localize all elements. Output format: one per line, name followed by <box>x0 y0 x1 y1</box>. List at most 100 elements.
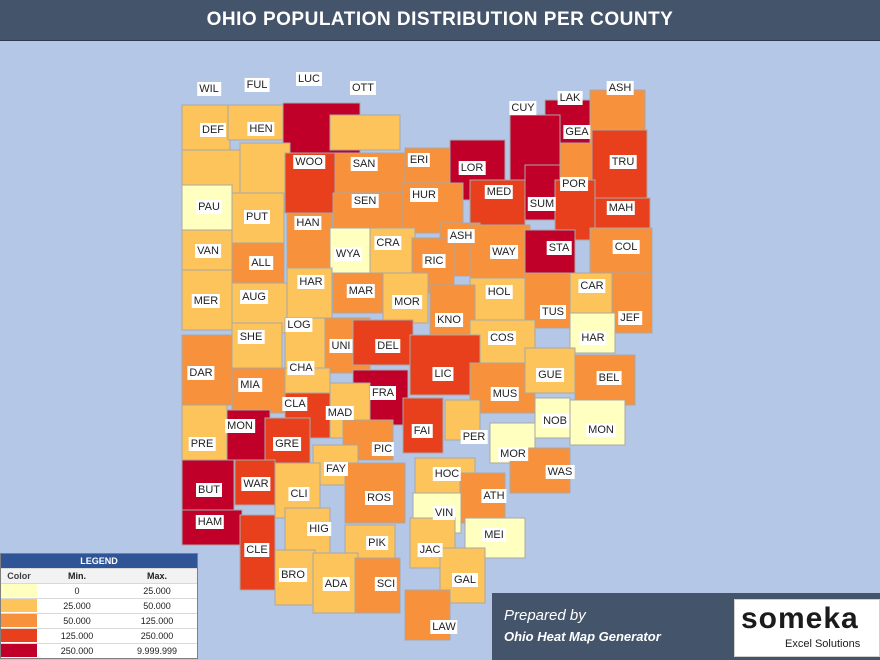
county-label-sen: SEN <box>351 194 379 208</box>
legend-swatch <box>1 629 37 642</box>
county-label-mor: MOR <box>392 295 422 309</box>
county-label-hur: HUR <box>410 188 438 202</box>
legend-row: 0 25.000 <box>1 583 197 598</box>
county-label-hol: HOL <box>485 285 513 299</box>
county-label-sum: SUM <box>527 197 557 211</box>
county-label-por: POR <box>560 177 588 191</box>
county-label-bro: BRO <box>279 568 307 582</box>
county-label-wil: WIL <box>197 82 221 96</box>
county-label-gue: GUE <box>536 368 564 382</box>
county-label-mia: MIA <box>238 378 262 392</box>
legend-max: 125.000 <box>140 616 174 626</box>
county-label-hig: HIG <box>307 522 331 536</box>
logo-text: someka <box>741 602 859 635</box>
legend-min: 25.000 <box>63 601 91 611</box>
county-label-mon: MON <box>225 419 255 433</box>
county-label-ott: OTT <box>350 81 376 95</box>
county-label-mor: MOR <box>498 447 528 461</box>
county-label-har: HAR <box>579 331 607 345</box>
county-label-cos: COS <box>488 331 516 345</box>
legend-swatch <box>1 614 37 627</box>
generator-name: Ohio Heat Map Generator <box>504 629 661 644</box>
county-label-law: LAW <box>430 620 458 634</box>
county-label-ash: ASH <box>447 229 475 243</box>
legend-max: 25.000 <box>143 586 171 596</box>
county-label-def: DEF <box>200 123 226 137</box>
county-label-ada: ADA <box>322 577 350 591</box>
county-label-mah: MAH <box>606 201 636 215</box>
legend-row: 250.000 9.999.999 <box>1 643 197 658</box>
county-label-har: HAR <box>297 275 325 289</box>
county-label-per: PER <box>460 430 488 444</box>
county-label-ath: ATH <box>481 489 507 503</box>
county-label-pre: PRE <box>188 437 216 451</box>
prepared-by-text: Prepared by <box>504 607 586 624</box>
county-label-cuy: CUY <box>509 101 537 115</box>
county-label-woo: WOO <box>293 155 325 169</box>
legend-swatch <box>1 584 37 597</box>
county-label-tru: TRU <box>609 155 637 169</box>
legend: LEGEND Color Min. Max. 0 25.000 25.000 5… <box>0 553 198 659</box>
county-label-cle: CLE <box>244 543 270 557</box>
legend-max: 250.000 <box>140 631 174 641</box>
legend-row: 50.000 125.000 <box>1 613 197 628</box>
county-pre-shape <box>181 404 228 461</box>
legend-row: 25.000 50.000 <box>1 598 197 613</box>
county-label-gal: GAL <box>451 573 479 587</box>
county-label-pik: PIK <box>366 536 388 550</box>
county-label-hoc: HOC <box>432 467 462 481</box>
county-label-ros: ROS <box>365 491 393 505</box>
county-label-bel: BEL <box>596 371 622 385</box>
legend-max: 9.999.999 <box>136 646 178 656</box>
county-label-cla: CLA <box>282 397 308 411</box>
county-label-fra: FRA <box>370 386 396 400</box>
county-label-wya: WYA <box>333 247 363 261</box>
logo-subtext: Excel Solutions <box>785 638 861 650</box>
county-label-all: ALL <box>249 256 273 270</box>
county-label-lak: LAK <box>557 91 583 105</box>
county-label-med: MED <box>484 185 514 199</box>
legend-swatch <box>1 644 37 657</box>
county-ott-shape <box>329 114 401 151</box>
county-label-mus: MUS <box>490 387 520 401</box>
county-label-luc: LUC <box>295 72 323 86</box>
county-label-gea: GEA <box>563 125 591 139</box>
legend-max: 50.000 <box>143 601 171 611</box>
county-label-lic: LIC <box>432 367 454 381</box>
county-label-aug: AUG <box>240 290 268 304</box>
legend-row: 125.000 250.000 <box>1 628 197 643</box>
county-label-mad: MAD <box>325 406 355 420</box>
ohio-county-map: WIL FUL LUC OTT LAK ASH GEA CUY DEF HEN WOO SAN ERI L… <box>0 40 880 660</box>
county-label-col: COL <box>612 240 640 254</box>
county-label-uni: UNI <box>329 339 353 353</box>
county-mon-shape <box>569 399 626 446</box>
county-label-jac: JAC <box>417 543 443 557</box>
footer-banner: Prepared by Ohio Heat Map Generator some… <box>492 593 880 660</box>
county-label-nob: NOB <box>541 414 569 428</box>
county-label-kno: KNO <box>435 313 463 327</box>
county-label-ful: FUL <box>244 78 270 92</box>
county-label-pic: PIC <box>371 442 395 456</box>
county-label-mon: MON <box>586 423 616 437</box>
county-label-mei: MEI <box>482 528 506 542</box>
county-label-but: BUT <box>196 483 222 497</box>
legend-title: LEGEND <box>1 554 197 568</box>
legend-max-header: Max. <box>146 571 167 581</box>
county-label-put: PUT <box>244 210 270 224</box>
county-lic-shape <box>409 334 481 396</box>
county-label-cli: CLI <box>288 487 310 501</box>
someka-logo[interactable]: someka Excel Solutions <box>734 599 880 657</box>
county-label-pau: PAU <box>196 200 222 214</box>
legend-min: 0 <box>74 586 80 596</box>
county-label-was: WAS <box>545 465 575 479</box>
county-label-lor: LOR <box>458 161 486 175</box>
page-title: OHIO POPULATION DISTRIBUTION PER COUNTY <box>0 0 880 41</box>
county-label-she: SHE <box>237 330 265 344</box>
county-label-dar: DAR <box>187 366 215 380</box>
county-label-tus: TUS <box>540 305 566 319</box>
county-label-eri: ERI <box>407 153 431 167</box>
county-label-cha: CHA <box>287 361 315 375</box>
county-label-gre: GRE <box>273 437 301 451</box>
county-label-car: CAR <box>578 279 606 293</box>
county-label-han: HAN <box>294 216 322 230</box>
